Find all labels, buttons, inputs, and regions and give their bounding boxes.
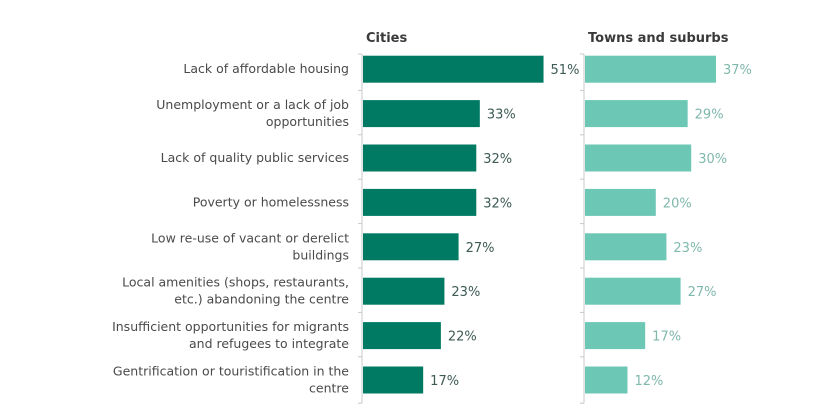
data-label: 30% bbox=[698, 152, 727, 167]
category-label-line: Lack of affordable housing bbox=[183, 61, 349, 76]
data-label: 23% bbox=[673, 241, 702, 256]
category-label: Local amenities (shops, restaurants, etc.… bbox=[122, 275, 349, 307]
panel-cities: Cities 51% 33% 32% 32% 27% 23% 22% 17% bbox=[358, 31, 580, 404]
category-label: Low re-use of vacant or derelict building… bbox=[151, 230, 349, 262]
category-label: Gentrification or touristification in th… bbox=[113, 364, 349, 396]
bar bbox=[585, 233, 667, 261]
panel-title: Cities bbox=[366, 31, 407, 46]
data-label: 23% bbox=[451, 285, 480, 300]
data-label: 29% bbox=[695, 108, 724, 123]
bar bbox=[585, 55, 716, 83]
category-label: Lack of quality public services bbox=[161, 150, 349, 165]
bar bbox=[585, 277, 681, 305]
bar bbox=[363, 100, 480, 128]
category-label-line: Gentrification or touristification in th… bbox=[113, 364, 349, 379]
data-label: 32% bbox=[483, 196, 512, 211]
category-label: Lack of affordable housing bbox=[183, 61, 349, 76]
category-label-line: and refugees to integrate bbox=[189, 336, 349, 351]
category-label-line: buildings bbox=[292, 247, 349, 262]
data-label: 22% bbox=[448, 330, 477, 345]
bar bbox=[585, 144, 692, 172]
category-label-line: Lack of quality public services bbox=[161, 150, 349, 165]
category-label-line: Low re-use of vacant or derelict bbox=[151, 230, 349, 245]
bar bbox=[363, 188, 477, 216]
category-label-line: Local amenities (shops, restaurants, bbox=[122, 275, 349, 290]
data-label: 27% bbox=[466, 241, 495, 256]
category-label-line: Unemployment or a lack of job bbox=[156, 97, 349, 112]
data-label: 17% bbox=[430, 374, 459, 389]
bar bbox=[363, 277, 445, 305]
data-label: 27% bbox=[688, 285, 717, 300]
data-label: 20% bbox=[663, 196, 692, 211]
bar bbox=[585, 100, 688, 128]
category-label: Unemployment or a lack of job opportuniti… bbox=[156, 97, 349, 129]
bar bbox=[585, 366, 628, 394]
category-label: Insufficient opportunities for migrants a… bbox=[112, 319, 349, 351]
category-labels: Lack of affordable housing Unemployment o… bbox=[112, 61, 349, 395]
category-label-line: Poverty or homelessness bbox=[193, 194, 349, 209]
panel-towns-and-suburbs: Towns and suburbs 37% 29% 30% 20% 23% 27% 17% 12… bbox=[580, 31, 752, 404]
data-label: 12% bbox=[634, 374, 663, 389]
category-label-line: Insufficient opportunities for migrants bbox=[112, 319, 349, 334]
bar bbox=[363, 233, 459, 261]
category-label-line: opportunities bbox=[266, 114, 349, 129]
data-label: 32% bbox=[483, 152, 512, 167]
category-label-line: etc.) abandoning the centre bbox=[174, 292, 349, 307]
data-label: 17% bbox=[652, 330, 681, 345]
data-label: 51% bbox=[551, 63, 580, 78]
bar bbox=[585, 188, 656, 216]
bar bbox=[363, 322, 441, 350]
data-label: 37% bbox=[723, 63, 752, 78]
bar bbox=[363, 55, 544, 83]
category-label-line: centre bbox=[309, 381, 349, 396]
bar bbox=[363, 144, 477, 172]
category-label: Poverty or homelessness bbox=[193, 194, 349, 209]
bar bbox=[363, 366, 424, 394]
data-label: 33% bbox=[487, 108, 516, 123]
bar bbox=[585, 322, 646, 350]
panel-title: Towns and suburbs bbox=[588, 31, 729, 46]
